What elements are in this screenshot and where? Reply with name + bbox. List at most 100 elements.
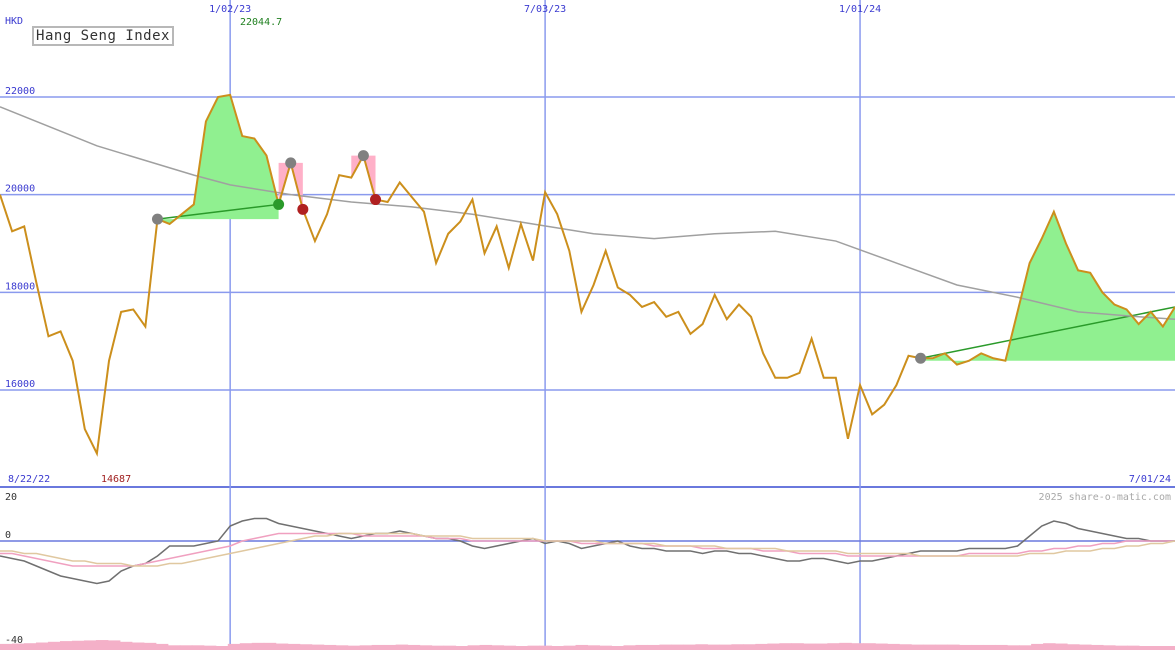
high-value-label: 22044.7 bbox=[240, 17, 282, 28]
volume-bar bbox=[743, 644, 756, 650]
volume-bar bbox=[779, 643, 792, 650]
volume-bar bbox=[1115, 645, 1128, 650]
volume-bar bbox=[263, 642, 277, 650]
y-axis-unit-label: HKD bbox=[5, 16, 23, 27]
entry-marker-3 bbox=[357, 150, 369, 162]
sell-marker-1 bbox=[297, 203, 309, 215]
volume-bar bbox=[863, 643, 876, 650]
volume-bar bbox=[947, 644, 960, 650]
oscillator-series-line-1 bbox=[0, 532, 1175, 567]
watermark: 2025 share-o-matic.com bbox=[1039, 492, 1171, 503]
volume-bar bbox=[587, 645, 600, 650]
volume-bar bbox=[23, 643, 37, 650]
volume-bar bbox=[347, 645, 361, 650]
volume-bar bbox=[851, 643, 864, 650]
oscillator-series-line-2 bbox=[0, 532, 1175, 567]
volume-bar bbox=[1019, 645, 1032, 650]
volume-bar bbox=[1163, 646, 1175, 650]
entry-marker-1 bbox=[151, 213, 163, 225]
volume-bar bbox=[563, 645, 577, 650]
volume-bar bbox=[527, 645, 541, 650]
volume-bar bbox=[47, 641, 61, 650]
volume-bar bbox=[1151, 646, 1164, 650]
moving-average-series-line bbox=[0, 106, 1175, 320]
volume-bar bbox=[35, 642, 49, 650]
volume-bar bbox=[707, 644, 720, 650]
volume-bar bbox=[983, 644, 996, 650]
volume-bar bbox=[11, 643, 25, 650]
sell-wedge-fill-1 bbox=[278, 162, 303, 210]
volume-bar bbox=[575, 644, 588, 650]
ytick-label-22000: 22000 bbox=[5, 86, 35, 97]
volume-bar bbox=[371, 644, 385, 650]
volume-bar bbox=[335, 645, 349, 650]
volume-bar bbox=[491, 645, 505, 650]
volume-bar bbox=[827, 643, 840, 650]
osc-ytick-label-0: 20 bbox=[5, 492, 17, 503]
volume-bar bbox=[911, 644, 924, 650]
oscillator-series-line-0 bbox=[0, 517, 1175, 585]
volume-bar bbox=[71, 640, 85, 650]
volume-bar bbox=[251, 642, 265, 650]
volume-bar bbox=[935, 644, 948, 650]
volume-bar bbox=[1007, 645, 1020, 650]
chart-title: Hang Seng Index bbox=[32, 26, 174, 46]
volume-bar bbox=[59, 641, 73, 650]
entry-marker-2 bbox=[285, 157, 297, 169]
volume-bar bbox=[923, 644, 936, 650]
volume-bar bbox=[107, 640, 121, 650]
volume-bar bbox=[1139, 646, 1152, 650]
volume-bar bbox=[215, 646, 229, 650]
volume-bar bbox=[539, 645, 553, 650]
volume-bar bbox=[791, 643, 804, 650]
volume-bar bbox=[443, 645, 457, 650]
volume-bar bbox=[431, 645, 445, 650]
volume-bar bbox=[1079, 644, 1092, 650]
volume-bar bbox=[755, 643, 768, 650]
volume-bar bbox=[1031, 643, 1044, 650]
signal-markers bbox=[151, 150, 927, 364]
volume-bar bbox=[1055, 643, 1068, 650]
volume-bar bbox=[683, 644, 696, 650]
volume-bar bbox=[275, 643, 289, 650]
volume-bar bbox=[971, 644, 984, 650]
low-value-label: 14687 bbox=[101, 474, 131, 485]
volume-bar bbox=[671, 644, 684, 650]
buy-region-fill-1 bbox=[157, 94, 279, 224]
volume-bar bbox=[383, 644, 397, 650]
volume-bar bbox=[467, 645, 481, 650]
volume-bar bbox=[407, 644, 421, 650]
xtick-label-0: 1/02/23 bbox=[209, 4, 251, 15]
volume-bar bbox=[155, 643, 169, 650]
volume-bar bbox=[179, 645, 193, 650]
volume-bar bbox=[395, 644, 409, 650]
volume-bar bbox=[287, 643, 301, 650]
volume-bar bbox=[191, 645, 205, 650]
volume-bar bbox=[623, 645, 636, 650]
volume-bar bbox=[239, 643, 253, 650]
buy-marker-1 bbox=[273, 198, 285, 210]
volume-bar bbox=[899, 644, 912, 650]
volume-bar bbox=[995, 644, 1008, 650]
volume-bar bbox=[599, 645, 612, 650]
start-date-label: 8/22/22 bbox=[8, 474, 50, 485]
volume-bar bbox=[875, 643, 888, 650]
volume-bar bbox=[227, 643, 241, 650]
volume-bar bbox=[731, 644, 744, 650]
volume-bar bbox=[803, 643, 816, 650]
entry-marker-4 bbox=[915, 352, 927, 364]
volume-bar bbox=[311, 644, 325, 650]
volume-bar bbox=[119, 641, 133, 650]
volume-bar bbox=[887, 643, 900, 650]
sell-wedge-fill-2 bbox=[351, 155, 376, 200]
moving-average-line bbox=[0, 106, 1175, 320]
price-line bbox=[0, 93, 1175, 457]
volume-bar bbox=[323, 644, 337, 650]
volume-bar bbox=[1067, 644, 1080, 650]
volume-bar bbox=[767, 643, 780, 650]
ytick-label-18000: 18000 bbox=[5, 281, 35, 292]
volume-bar bbox=[203, 645, 217, 650]
volume-bar bbox=[95, 640, 109, 650]
volume-bar bbox=[131, 642, 145, 650]
